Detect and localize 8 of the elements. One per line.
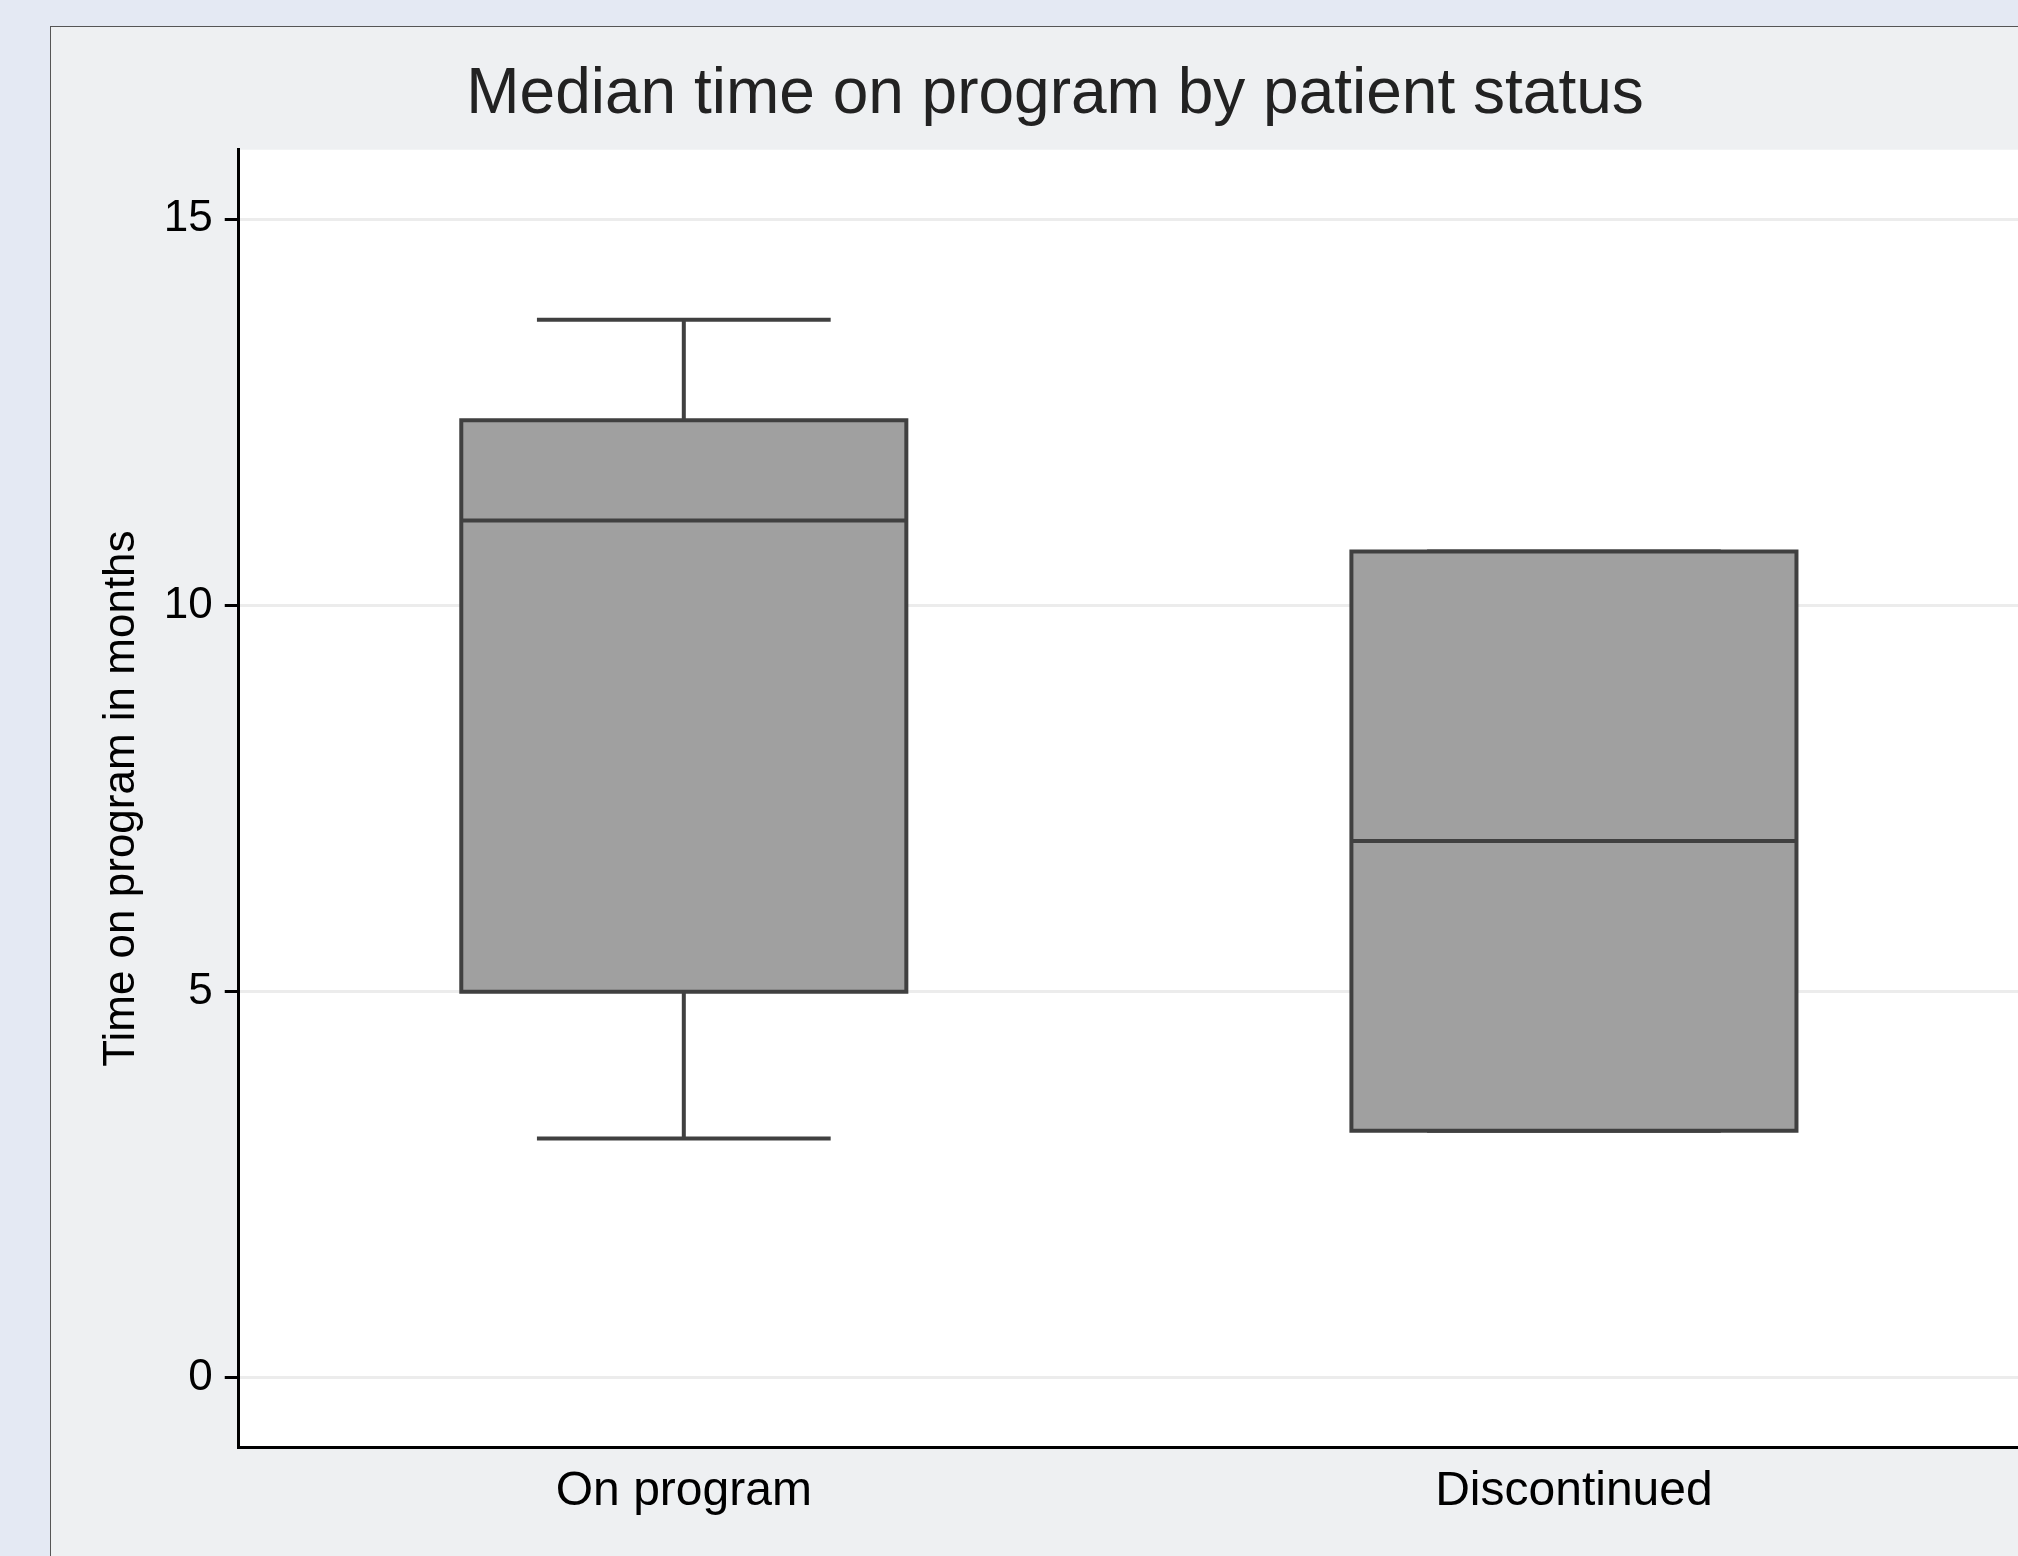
y-tick-label: 15 xyxy=(163,191,213,241)
y-axis-title: Time on program in months xyxy=(93,530,143,1067)
x-tick-label: On program xyxy=(555,1462,812,1516)
y-tick-label: 5 xyxy=(188,963,213,1013)
y-tick-label: 0 xyxy=(188,1350,213,1400)
y-tick-label: 10 xyxy=(163,577,213,627)
x-tick-label: Discontinued xyxy=(1435,1462,1713,1516)
chart-title: Median time on program by patient status xyxy=(466,55,1644,128)
